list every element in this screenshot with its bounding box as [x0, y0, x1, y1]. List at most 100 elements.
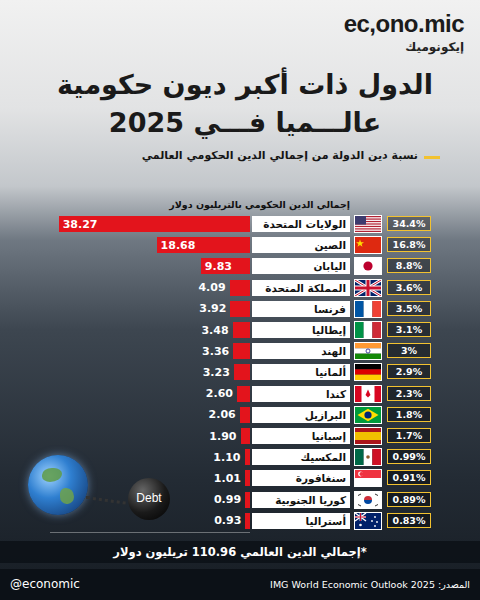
flag	[355, 301, 381, 317]
share-label: 0.83%	[388, 514, 430, 527]
share-box: 0.89%	[387, 492, 431, 507]
share-label: 2.3%	[388, 387, 430, 400]
value-label: 3.92	[199, 302, 226, 315]
category-label: الولايات المتحدة	[263, 217, 346, 231]
flag-icon	[355, 216, 381, 232]
share-box: 0.91%	[387, 470, 431, 485]
share-box: 34.4%	[387, 216, 431, 231]
share-label: 1.8%	[388, 408, 430, 421]
share-box: 3.5%	[387, 301, 431, 316]
category-label: البرازيل	[305, 408, 346, 422]
flag-icon	[355, 322, 381, 338]
handle: @economic	[10, 577, 80, 591]
value-label: 2.60	[206, 387, 233, 400]
flag	[355, 237, 381, 253]
bar	[241, 428, 251, 444]
flag-icon	[355, 492, 381, 508]
footer: @economicالمصدر: IMG World Economic Outl…	[0, 569, 480, 600]
debt-label: Debt	[128, 491, 170, 505]
bar	[237, 386, 250, 402]
share-label: 16.8%	[388, 238, 430, 251]
share-label: 3.6%	[388, 281, 430, 294]
bar	[230, 280, 250, 296]
bar	[240, 407, 250, 423]
flag-icon	[355, 386, 381, 402]
value-label: 9.83	[205, 260, 232, 273]
category-label: الهند	[321, 344, 346, 358]
flag-icon	[355, 449, 381, 465]
bar	[245, 513, 250, 529]
share-label: 3.5%	[388, 302, 430, 315]
flag	[355, 449, 381, 465]
share-box: 1.8%	[387, 407, 431, 422]
category-label: المملكة المتحدة	[265, 281, 346, 295]
bar	[245, 449, 251, 465]
share-box: 2.3%	[387, 386, 431, 401]
bar	[245, 492, 250, 508]
share-box: 3%	[387, 343, 431, 358]
flag-icon	[355, 428, 381, 444]
title-line: عالـــميا فـــي 2025	[30, 104, 460, 142]
category-box: كندا	[252, 386, 350, 402]
share-label: 2.9%	[388, 365, 430, 378]
bar	[234, 364, 250, 380]
category-label: أستراليا	[305, 514, 346, 528]
value-label: 2.06	[209, 408, 236, 421]
flag	[355, 216, 381, 232]
flag-icon	[355, 280, 381, 296]
share-box: 2.9%	[387, 364, 431, 379]
value-label: 1.01	[214, 472, 241, 485]
value-label: 3.48	[201, 324, 228, 337]
category-box: الهند	[252, 343, 350, 359]
category-label: كوريا الجنوبية	[275, 493, 346, 507]
value-label: 3.23	[203, 366, 230, 379]
category-box: كوريا الجنوبية	[252, 492, 350, 508]
value-label: 1.90	[209, 430, 236, 443]
share-label: 8.8%	[388, 259, 430, 272]
share-box: 1.7%	[387, 428, 431, 443]
category-label: فرنسا	[314, 302, 346, 316]
category-box: فرنسا	[252, 301, 350, 317]
flag-icon	[355, 258, 381, 274]
value-label: 1.10	[213, 451, 240, 464]
category-label: المكسيك	[301, 450, 346, 464]
share-label: 34.4%	[388, 217, 430, 230]
share-box: 3.1%	[387, 322, 431, 337]
chain	[86, 496, 134, 506]
title: الدول ذات أكبر ديون حكوميةعالـــميا فـــ…	[30, 66, 460, 142]
flag	[355, 407, 381, 423]
flag-icon	[355, 301, 381, 317]
axis-title: إجمالي الدين الحكومي بالتريليون دولار	[169, 199, 350, 210]
brand-name-ar: إيكونوميك	[405, 40, 464, 54]
category-label: ألمانيا	[315, 365, 346, 379]
bar	[233, 343, 250, 359]
category-box: الصين	[252, 237, 350, 253]
share-label: 0.99%	[388, 450, 430, 463]
title-line: الدول ذات أكبر ديون حكومية	[30, 66, 460, 104]
category-box: إيطاليا	[252, 322, 350, 338]
flag	[355, 280, 381, 296]
flag-icon	[355, 364, 381, 380]
category-label: الصين	[314, 238, 346, 252]
flag	[355, 322, 381, 338]
flag-icon	[355, 470, 381, 486]
globe-land	[60, 488, 74, 504]
flag	[355, 428, 381, 444]
flag	[355, 513, 381, 529]
share-label: 0.91%	[388, 471, 430, 484]
value-label: 3.36	[202, 345, 229, 358]
share-label: 0.89%	[388, 493, 430, 506]
flag	[355, 386, 381, 402]
flag	[355, 492, 381, 508]
category-box: البرازيل	[252, 407, 350, 423]
share-box: 16.8%	[387, 237, 431, 252]
debt-ball: Debt	[128, 478, 170, 520]
globe	[28, 455, 88, 515]
category-box: الولايات المتحدة	[252, 216, 350, 232]
category-label: اليابان	[313, 259, 346, 273]
value-label: 38.27	[63, 218, 98, 231]
category-label: سنغافورة	[296, 471, 346, 485]
flag	[355, 470, 381, 486]
category-label: كندا	[326, 387, 346, 401]
total-note: *إجمالي الدين العالمي 110.96 تريليون دول…	[0, 545, 480, 559]
